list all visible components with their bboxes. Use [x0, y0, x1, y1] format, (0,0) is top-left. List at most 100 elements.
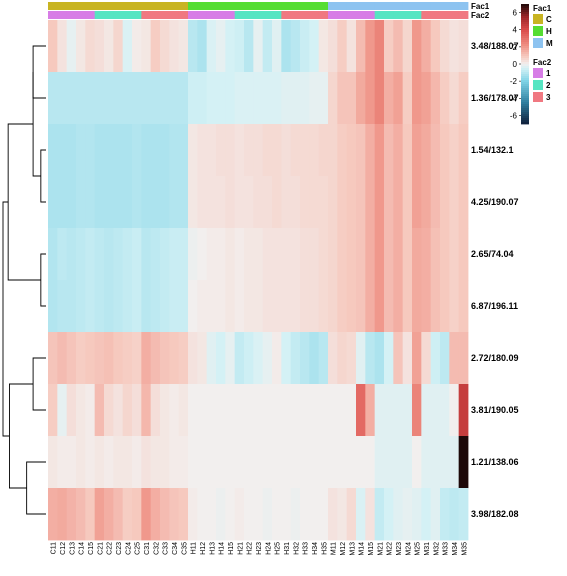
heatmap-cell: [421, 176, 432, 229]
heatmap-cell: [244, 436, 254, 489]
annotation-fac2-cell: [440, 11, 450, 19]
heatmap-cell: [48, 488, 58, 541]
heatmap-cell: [272, 20, 282, 73]
heatmap-cell: [309, 176, 320, 229]
heatmap-cell: [160, 72, 170, 125]
heatmap-cell: [430, 20, 441, 73]
annotation-fac2-cell: [346, 11, 357, 19]
heatmap-cell: [337, 176, 348, 229]
colorbar-segment: [521, 70, 529, 73]
annotation-fac2-cell: [374, 11, 385, 19]
heatmap-cell: [384, 436, 394, 489]
annotation-fac1-cell: [85, 2, 96, 10]
heatmap-cell: [346, 280, 357, 333]
heatmap-cell: [374, 72, 385, 125]
heatmap-cell: [309, 384, 320, 437]
row-label: 3.81/190.05: [471, 405, 519, 415]
heatmap-cell: [318, 332, 329, 385]
heatmap-cell: [206, 124, 217, 177]
legend-label: 3: [546, 93, 551, 102]
heatmap-cell: [66, 20, 77, 73]
heatmap-cell: [76, 280, 86, 333]
heatmap-cell: [458, 176, 469, 229]
heatmap-cell: [290, 332, 301, 385]
heatmap-cell: [337, 436, 348, 489]
heatmap-cell: [374, 332, 385, 385]
heatmap-cell: [458, 488, 469, 541]
heatmap-cell: [337, 332, 348, 385]
heatmap-cell: [281, 488, 292, 541]
heatmap-cell: [76, 488, 86, 541]
heatmap-cell: [197, 488, 208, 541]
heatmap-cell: [197, 384, 208, 437]
heatmap-cell: [48, 384, 58, 437]
heatmap-cell: [421, 488, 432, 541]
heatmap-cell: [356, 72, 366, 125]
heatmap-cell: [384, 280, 394, 333]
colorbar-segment: [521, 92, 529, 95]
annotation-fac1-cell: [216, 2, 226, 10]
column-label: M25: [415, 542, 422, 556]
annotation-fac2-cell: [216, 11, 226, 19]
heatmap-cell: [169, 124, 180, 177]
heatmap-cell: [272, 280, 282, 333]
colorbar-segment: [521, 38, 529, 41]
annotation-fac1-cell: [365, 2, 376, 10]
heatmap-cell: [188, 384, 198, 437]
colorbar-segment: [521, 74, 529, 77]
annotation-fac2-cell: [169, 11, 180, 19]
heatmap-cell: [57, 124, 68, 177]
colorbar-segment: [521, 116, 529, 119]
heatmap-cell: [458, 280, 469, 333]
annotation-fac2-cell: [356, 11, 366, 19]
heatmap-cell: [94, 332, 105, 385]
heatmap-cell: [384, 228, 394, 281]
heatmap-cell: [328, 228, 338, 281]
heatmap-cell: [216, 124, 226, 177]
heatmap-cell: [104, 384, 114, 437]
colorbar-segment: [521, 104, 529, 107]
heatmap-cell: [300, 176, 310, 229]
heatmap-cell: [132, 176, 142, 229]
colorbar-segment: [521, 24, 529, 27]
heatmap-cell: [393, 228, 404, 281]
annotation-fac2-cell: [458, 11, 469, 19]
annotation-fac1-cell: [113, 2, 124, 10]
heatmap-cell: [57, 488, 68, 541]
heatmap-cell: [132, 72, 142, 125]
heatmap-cell: [178, 124, 189, 177]
heatmap-cell: [85, 280, 96, 333]
column-label: M12: [340, 542, 347, 556]
heatmap-cell: [66, 384, 77, 437]
heatmap-cell: [225, 176, 236, 229]
heatmap-cell: [290, 176, 301, 229]
colorbar-segment: [521, 48, 529, 51]
heatmap-cell: [178, 280, 189, 333]
annotation-fac2-cell: [318, 11, 329, 19]
heatmap-cell: [141, 228, 152, 281]
annotation-fac1-cell: [76, 2, 86, 10]
heatmap-cell: [160, 228, 170, 281]
heatmap-cell: [253, 384, 264, 437]
heatmap-cell: [141, 488, 152, 541]
column-label: M14: [359, 542, 366, 556]
heatmap-cell: [141, 124, 152, 177]
heatmap-cell: [393, 280, 404, 333]
heatmap-cell: [85, 436, 96, 489]
heatmap-cell: [356, 176, 366, 229]
heatmap-cell: [76, 436, 86, 489]
heatmap-cell: [337, 280, 348, 333]
heatmap-cell: [346, 332, 357, 385]
dendrogram-branch: [2, 201, 10, 437]
colorbar-segment: [521, 50, 529, 53]
heatmap-cell: [272, 436, 282, 489]
heatmap-cell: [328, 488, 338, 541]
heatmap-cell: [290, 488, 301, 541]
column-label: H14: [219, 542, 226, 555]
heatmap-cell: [234, 228, 245, 281]
column-label: H24: [265, 542, 272, 555]
legend-title: Fac2: [533, 58, 552, 67]
heatmap-cell: [374, 228, 385, 281]
colorbar-segment: [521, 108, 529, 111]
heatmap-cell: [150, 20, 161, 73]
